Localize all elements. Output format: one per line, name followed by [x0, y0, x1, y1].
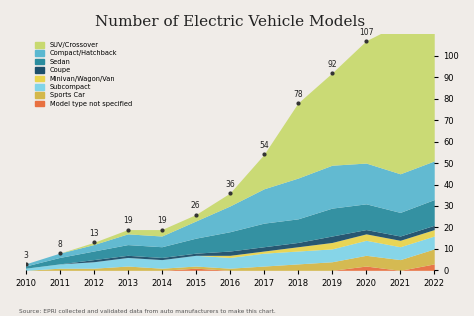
Text: 92: 92: [327, 60, 337, 69]
Legend: SUV/Crossover, Compact/Hatchback, Sedan, Coupe, Minivan/Wagon/Van, Subcompact, S: SUV/Crossover, Compact/Hatchback, Sedan,…: [33, 40, 134, 109]
Text: 26: 26: [191, 201, 201, 210]
Text: 107: 107: [359, 27, 374, 37]
Text: 78: 78: [293, 90, 303, 99]
Title: Number of Electric Vehicle Models: Number of Electric Vehicle Models: [95, 15, 365, 29]
Text: 13: 13: [89, 229, 99, 238]
Text: 19: 19: [123, 216, 133, 225]
Text: 36: 36: [225, 180, 235, 189]
Text: 19: 19: [157, 216, 166, 225]
Text: 8: 8: [57, 240, 62, 249]
Text: Source: EPRI collected and validated data from auto manufacturers to make this c: Source: EPRI collected and validated dat…: [19, 309, 276, 314]
Text: 3: 3: [23, 251, 28, 260]
Text: 108: 108: [0, 315, 1, 316]
Text: 54: 54: [259, 141, 269, 150]
